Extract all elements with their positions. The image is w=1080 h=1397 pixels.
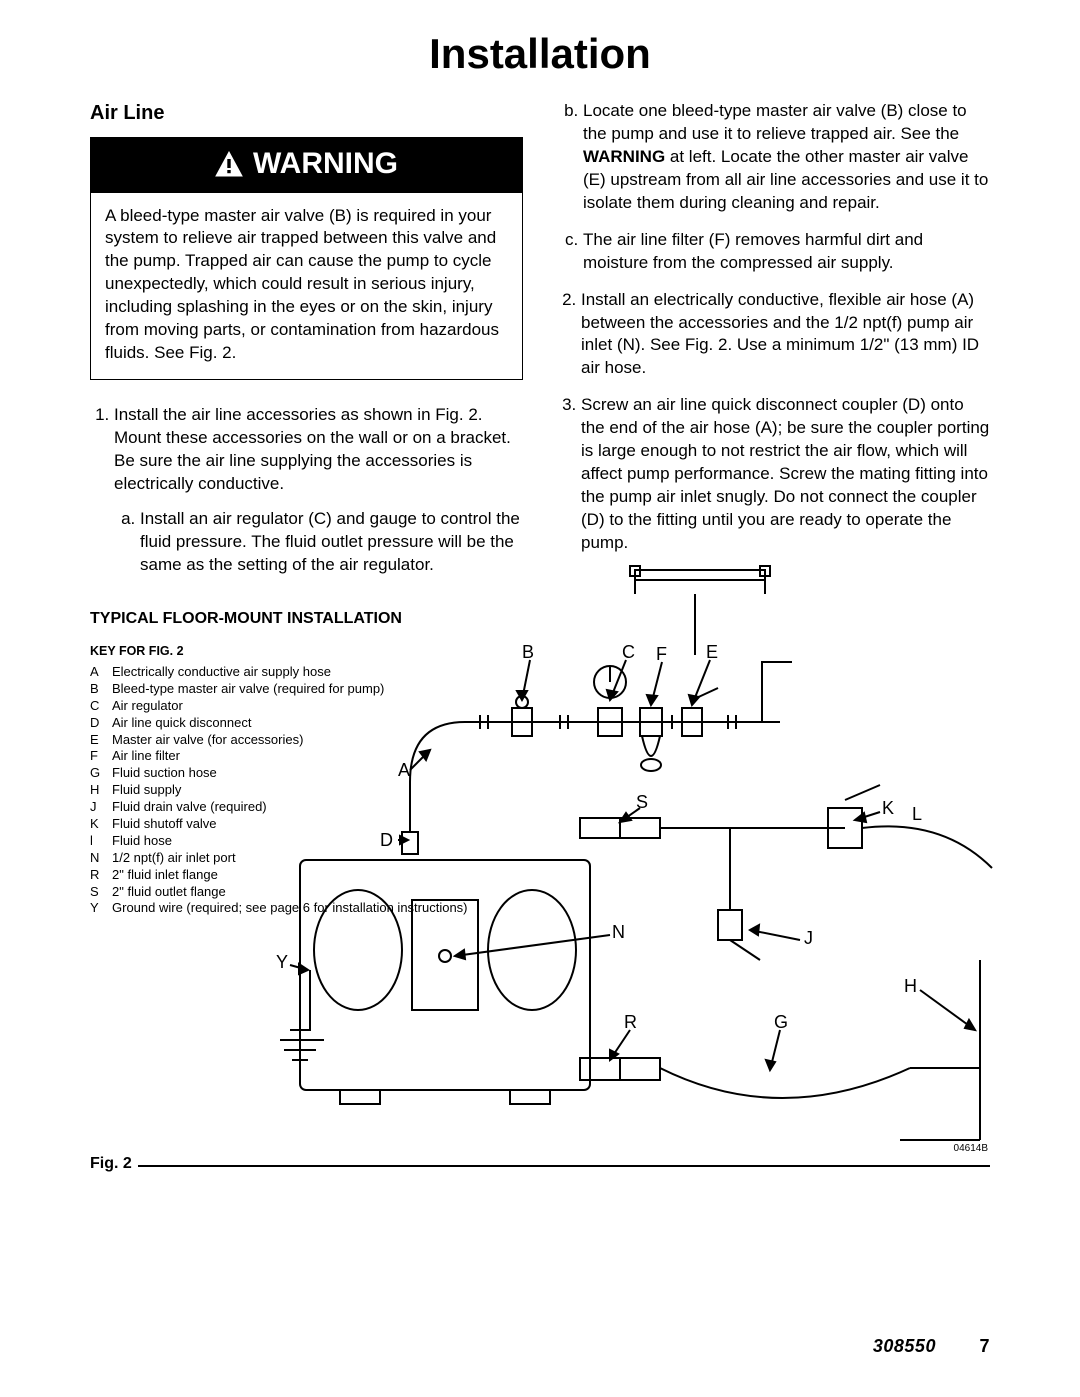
- page-footer: 308550 7: [873, 1336, 990, 1357]
- key-desc: Master air valve (for accessories): [112, 732, 303, 749]
- figure-code: 04614B: [954, 1143, 988, 1154]
- key-letter: A: [90, 664, 112, 681]
- two-column-body: Air Line WARNING A bleed-type master air…: [90, 100, 990, 591]
- warning-label-text: WARNING: [253, 144, 398, 185]
- key-desc: Fluid hose: [112, 833, 172, 850]
- callout-E: E: [706, 642, 718, 663]
- doc-number: 308550: [873, 1336, 936, 1356]
- callout-K: K: [882, 798, 894, 819]
- callout-Y: Y: [276, 952, 288, 973]
- step-1c: The air line filter (F) removes harmful …: [583, 229, 990, 275]
- page-title: Installation: [90, 30, 990, 78]
- callout-R: R: [624, 1012, 637, 1033]
- key-desc: 2" fluid outlet flange: [112, 884, 226, 901]
- key-desc: Fluid supply: [112, 782, 181, 799]
- key-letter: F: [90, 748, 112, 765]
- warning-header: WARNING: [91, 138, 522, 193]
- right-main-steps: Install an electrically conductive, flex…: [557, 289, 990, 555]
- step-1: Install the air line accessories as show…: [114, 404, 523, 577]
- callout-N: N: [612, 922, 625, 943]
- key-desc: Air regulator: [112, 698, 183, 715]
- key-letter: R: [90, 867, 112, 884]
- left-column: Air Line WARNING A bleed-type master air…: [90, 100, 523, 591]
- key-letter: l: [90, 833, 112, 850]
- warning-triangle-icon: [215, 151, 243, 177]
- step-2: Install an electrically conductive, flex…: [581, 289, 990, 381]
- key-desc: Air line filter: [112, 748, 180, 765]
- callout-L: L: [912, 804, 922, 825]
- callout-S: S: [636, 792, 648, 813]
- key-letter: E: [90, 732, 112, 749]
- key-desc: Fluid suction hose: [112, 765, 217, 782]
- callout-D: D: [380, 830, 393, 851]
- key-letter: C: [90, 698, 112, 715]
- diagram-svg: [280, 560, 1000, 1160]
- key-letter: S: [90, 884, 112, 901]
- air-line-heading: Air Line: [90, 100, 523, 127]
- figure-label: Fig. 2: [90, 1155, 132, 1173]
- key-letter: G: [90, 765, 112, 782]
- step-3: Screw an air line quick disconnect coupl…: [581, 394, 990, 555]
- key-desc: 1/2 npt(f) air inlet port: [112, 850, 236, 867]
- figure-rule: [138, 1165, 990, 1167]
- warning-body-text: A bleed-type master air valve (B) is req…: [91, 193, 522, 380]
- callout-G: G: [774, 1012, 788, 1033]
- callout-B: B: [522, 642, 534, 663]
- key-letter: N: [90, 850, 112, 867]
- right-column: Locate one bleed-type master air valve (…: [557, 100, 990, 591]
- callout-J: J: [804, 928, 813, 949]
- step-1b-bold: WARNING: [583, 147, 665, 166]
- installation-diagram: B C F E A D S K L N J Y H R G: [280, 560, 1000, 1160]
- key-desc: Fluid drain valve (required): [112, 799, 267, 816]
- callout-A: A: [398, 760, 410, 781]
- key-letter: H: [90, 782, 112, 799]
- step-1b-prefix: Locate one bleed-type master air valve (…: [583, 101, 967, 143]
- key-desc: Fluid shutoff valve: [112, 816, 217, 833]
- page-number: 7: [979, 1336, 990, 1356]
- callout-C: C: [622, 642, 635, 663]
- left-steps: Install the air line accessories as show…: [90, 404, 523, 577]
- callout-H: H: [904, 976, 917, 997]
- right-substeps: Locate one bleed-type master air valve (…: [557, 100, 990, 275]
- key-desc: Air line quick disconnect: [112, 715, 251, 732]
- figure-label-row: Fig. 2: [90, 1155, 990, 1173]
- key-desc: 2" fluid inlet flange: [112, 867, 218, 884]
- warning-box: WARNING A bleed-type master air valve (B…: [90, 137, 523, 380]
- step-1b: Locate one bleed-type master air valve (…: [583, 100, 990, 215]
- key-letter: J: [90, 799, 112, 816]
- key-letter: B: [90, 681, 112, 698]
- key-letter: K: [90, 816, 112, 833]
- key-letter: Y: [90, 900, 112, 917]
- key-letter: D: [90, 715, 112, 732]
- callout-F: F: [656, 644, 667, 665]
- step-1-text: Install the air line accessories as show…: [114, 405, 511, 493]
